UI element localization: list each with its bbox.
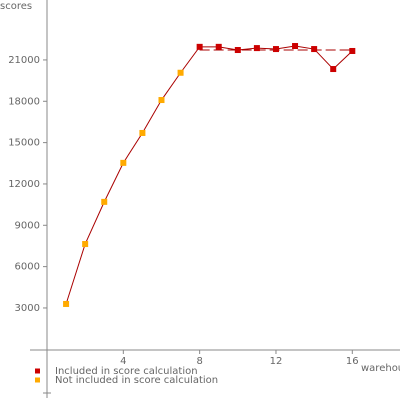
- series-line: [65, 45, 353, 305]
- x-tick-label: 16: [346, 356, 359, 367]
- point: [101, 198, 108, 205]
- point: [82, 241, 89, 248]
- y-tick-label: 12000: [8, 179, 40, 190]
- x-tick-label: 4: [120, 356, 126, 367]
- x-axis-label: warehouses: [361, 363, 400, 374]
- y-tick-label: 3000: [15, 303, 40, 314]
- point: [272, 46, 279, 53]
- y-tick-label: 18000: [8, 96, 40, 107]
- x-tick-label: 8: [196, 356, 202, 367]
- y-tick-label: 9000: [15, 220, 40, 231]
- point: [234, 47, 241, 54]
- point: [349, 47, 356, 54]
- y-tick-label: 21000: [8, 55, 40, 66]
- point: [311, 46, 318, 53]
- legend-label: Not included in score calculation: [55, 375, 218, 386]
- y-tick-label: 15000: [8, 138, 40, 149]
- point: [139, 129, 146, 136]
- y-axis-label: scores: [0, 1, 32, 12]
- legend-marker: [35, 377, 40, 383]
- point: [196, 43, 203, 50]
- y-tick-label: 6000: [15, 262, 40, 273]
- point: [63, 300, 70, 307]
- x-tick-label: 12: [270, 356, 283, 367]
- point: [120, 159, 127, 166]
- point: [292, 43, 299, 50]
- point: [253, 45, 260, 52]
- legend-marker: [35, 368, 40, 374]
- point: [177, 69, 184, 76]
- point: [215, 43, 222, 50]
- point: [158, 97, 165, 104]
- legend-label: Included in score calculation: [55, 366, 198, 377]
- point: [330, 66, 337, 73]
